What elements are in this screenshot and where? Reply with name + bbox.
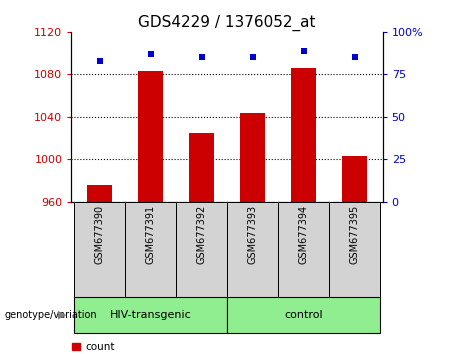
Bar [278, 202, 329, 297]
Bar [329, 202, 380, 297]
Bar [291, 68, 316, 202]
Point [96, 58, 103, 64]
Text: GSM677395: GSM677395 [349, 205, 360, 264]
Text: GSM677392: GSM677392 [196, 205, 207, 264]
Bar [74, 202, 125, 297]
Bar [176, 202, 227, 297]
Bar [189, 133, 214, 202]
Text: GSM677393: GSM677393 [248, 205, 258, 264]
Text: control: control [284, 310, 323, 320]
Bar [227, 297, 380, 333]
Text: genotype/variation: genotype/variation [5, 310, 97, 320]
Bar [138, 71, 163, 202]
Text: GSM677394: GSM677394 [299, 205, 308, 264]
Bar [74, 297, 227, 333]
Point [147, 51, 154, 57]
Point [300, 48, 307, 53]
Bar [342, 156, 367, 202]
Text: GSM677390: GSM677390 [95, 205, 105, 264]
Bar [240, 113, 265, 202]
Text: HIV-transgenic: HIV-transgenic [110, 310, 191, 320]
Text: ▶: ▶ [58, 310, 66, 320]
Bar [227, 202, 278, 297]
Point [249, 55, 256, 60]
Point [198, 55, 205, 60]
Bar [125, 202, 176, 297]
Bar [87, 185, 112, 202]
Title: GDS4229 / 1376052_at: GDS4229 / 1376052_at [138, 14, 316, 30]
Text: GSM677391: GSM677391 [146, 205, 155, 264]
Point [351, 55, 358, 60]
Legend: count, percentile rank within the sample: count, percentile rank within the sample [67, 338, 265, 354]
